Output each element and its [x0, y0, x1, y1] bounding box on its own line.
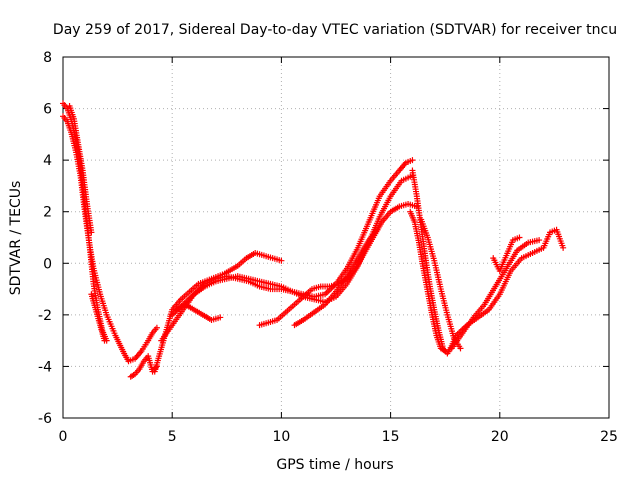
data-point: [153, 324, 160, 331]
x-tick-label: 20: [491, 429, 509, 445]
data-point: [457, 345, 464, 352]
y-tick-label: 8: [43, 50, 52, 66]
y-axis: -6 -4 -2 0 2 4 6 8: [38, 50, 609, 427]
chart-title: Day 259 of 2017, Sidereal Day-to-day VTE…: [53, 22, 617, 38]
data-point: [560, 244, 567, 251]
grid: [63, 57, 609, 418]
data-point: [409, 157, 416, 164]
data-point: [536, 237, 543, 244]
x-tick-label: 0: [59, 429, 68, 445]
x-tick-label: 25: [600, 429, 618, 445]
data-point: [442, 347, 449, 354]
data-points: [60, 100, 567, 380]
data-point: [101, 337, 108, 344]
y-tick-label: 6: [43, 102, 52, 118]
y-tick-label: 4: [43, 153, 52, 169]
data-point: [516, 234, 523, 241]
data-point: [278, 257, 285, 264]
y-tick-label: 2: [43, 205, 52, 221]
data-point: [217, 314, 224, 321]
x-tick-label: 10: [272, 429, 290, 445]
data-point: [88, 229, 95, 236]
x-axis: 0 5 10 15 20 25: [59, 57, 618, 445]
x-tick-label: 15: [382, 429, 400, 445]
y-tick-label: -4: [38, 359, 52, 375]
y-axis-label: SDTVAR / TECUs: [8, 181, 24, 296]
y-tick-label: -2: [38, 308, 52, 324]
x-axis-label: GPS time / hours: [276, 457, 393, 473]
x-tick-label: 5: [168, 429, 177, 445]
y-tick-label: -6: [38, 411, 52, 427]
plot-frame: [62, 56, 610, 419]
data-point: [374, 226, 381, 233]
y-tick-label: 0: [43, 256, 52, 272]
